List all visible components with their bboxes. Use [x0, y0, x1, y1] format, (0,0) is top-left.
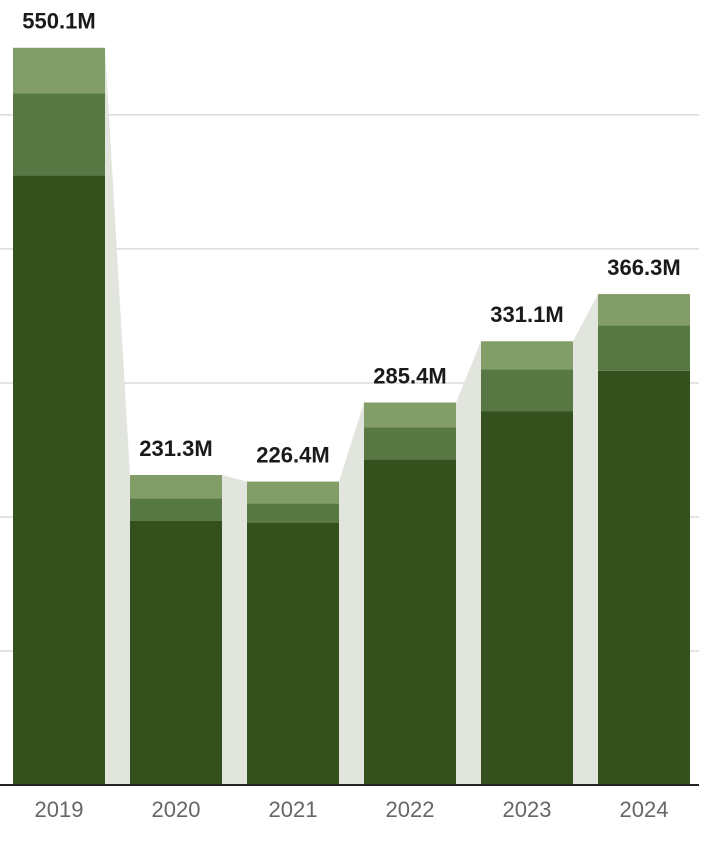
x-tick-label: 2024 — [620, 797, 669, 822]
x-tick-label: 2021 — [269, 797, 318, 822]
x-tick-label: 2020 — [152, 797, 201, 822]
bar-segment — [247, 481, 339, 504]
bar-segment — [13, 175, 105, 785]
connector — [222, 475, 247, 785]
bar-segment — [598, 370, 690, 785]
bar-segment — [130, 520, 222, 785]
connector — [573, 294, 598, 785]
bar-segment — [13, 47, 105, 94]
bar-segment — [364, 459, 456, 785]
connector — [105, 47, 130, 785]
bar-segment — [481, 369, 573, 412]
total-label: 331.1M — [490, 302, 563, 327]
bar-segment — [247, 522, 339, 785]
total-label: 285.4M — [373, 363, 446, 388]
total-label: 366.3M — [607, 255, 680, 280]
total-label: 226.4M — [256, 442, 329, 467]
bar-segment — [364, 402, 456, 428]
total-label: 550.1M — [22, 9, 95, 34]
bar-segment — [130, 498, 222, 521]
bar-segment — [247, 503, 339, 523]
bar-segment — [13, 93, 105, 176]
connector — [339, 402, 364, 785]
bar-segment — [481, 411, 573, 785]
bar-segment — [481, 341, 573, 370]
total-label: 231.3M — [139, 436, 212, 461]
x-tick-label: 2023 — [503, 797, 552, 822]
bar-segment — [598, 294, 690, 326]
connector — [456, 341, 481, 785]
bar-segment — [598, 325, 690, 371]
bar-segment — [130, 475, 222, 499]
x-tick-label: 2022 — [386, 797, 435, 822]
bar-segment — [364, 427, 456, 460]
x-tick-label: 2019 — [35, 797, 84, 822]
